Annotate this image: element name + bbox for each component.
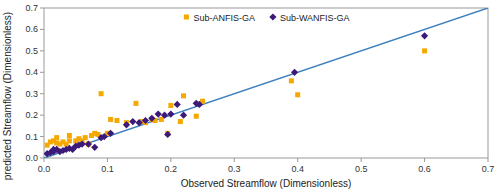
point bbox=[168, 103, 173, 108]
x-tick-label: 0.6 bbox=[418, 164, 431, 174]
point bbox=[289, 78, 294, 83]
point bbox=[108, 117, 113, 122]
plot-frame bbox=[44, 8, 488, 158]
x-tick-label: 0.3 bbox=[228, 164, 241, 174]
y-tick bbox=[40, 72, 44, 73]
y-tick-label: 0.6 bbox=[25, 24, 38, 34]
point bbox=[422, 48, 427, 53]
x-tick-label: 0.0 bbox=[38, 164, 51, 174]
y-tick bbox=[40, 50, 44, 51]
point bbox=[136, 119, 143, 126]
x-tick-label: 0.1 bbox=[101, 164, 114, 174]
y-axis-label: predicted Streamflow (Dimensionless) bbox=[2, 12, 13, 180]
x-tick bbox=[424, 158, 425, 162]
point bbox=[295, 92, 300, 97]
y-tick-label: 0.5 bbox=[25, 46, 38, 56]
point bbox=[161, 112, 168, 119]
series-points bbox=[45, 48, 427, 147]
chart: 0.0 0.1 0.2 0.3 0.4 0.5 0.6 0.7 0.0 0.1 0.2 0.3 0.4 0… bbox=[0, 0, 500, 192]
x-tick bbox=[488, 158, 489, 162]
plot-area bbox=[44, 8, 488, 158]
point bbox=[91, 144, 98, 151]
legend-label: Sub-ANFIS-GA bbox=[193, 13, 255, 23]
point bbox=[421, 32, 428, 39]
y-tick bbox=[40, 136, 44, 137]
point bbox=[148, 115, 155, 122]
point bbox=[194, 114, 199, 119]
legend-label: Sub-WANFIS-GA bbox=[280, 13, 350, 23]
x-tick bbox=[107, 158, 108, 162]
y-tick-label: 0.2 bbox=[25, 110, 38, 120]
point bbox=[99, 91, 104, 96]
point bbox=[129, 118, 136, 125]
legend: Sub-ANFIS-GA Sub-WANFIS-GA bbox=[184, 13, 350, 23]
y-tick-label: 0.3 bbox=[25, 89, 38, 99]
point bbox=[167, 110, 174, 117]
point bbox=[159, 117, 164, 122]
point bbox=[78, 140, 85, 147]
y-tick-label: 0.7 bbox=[25, 3, 38, 13]
point bbox=[54, 135, 59, 140]
point bbox=[196, 101, 203, 108]
x-tick bbox=[170, 158, 171, 162]
point bbox=[174, 101, 181, 108]
point bbox=[142, 117, 149, 124]
x-tick bbox=[234, 158, 235, 162]
x-tick bbox=[361, 158, 362, 162]
y-tick bbox=[40, 115, 44, 116]
y-tick bbox=[40, 158, 44, 159]
y-tick bbox=[40, 29, 44, 30]
legend-marker bbox=[269, 13, 276, 20]
point bbox=[101, 133, 108, 140]
x-tick-label: 0.4 bbox=[291, 164, 304, 174]
y-tick-label: 0.0 bbox=[25, 153, 38, 163]
x-tick bbox=[44, 158, 45, 162]
y-tick bbox=[40, 8, 44, 9]
y-tick-label: 0.4 bbox=[25, 67, 38, 77]
point bbox=[164, 131, 171, 138]
point bbox=[83, 135, 88, 140]
point bbox=[291, 69, 298, 76]
x-axis-label: Observed Streamflow (Dimensionless) bbox=[181, 178, 352, 189]
point bbox=[181, 93, 186, 98]
legend-marker bbox=[184, 15, 189, 20]
point bbox=[123, 121, 130, 128]
series-points bbox=[44, 32, 428, 157]
point bbox=[155, 110, 162, 117]
point bbox=[67, 133, 72, 138]
point bbox=[85, 140, 92, 147]
x-tick-label: 0.2 bbox=[165, 164, 178, 174]
point bbox=[133, 101, 138, 106]
point bbox=[67, 138, 72, 143]
point bbox=[114, 118, 119, 123]
x-tick bbox=[297, 158, 298, 162]
y-tick bbox=[40, 93, 44, 94]
point bbox=[107, 130, 114, 137]
x-tick-label: 0.5 bbox=[355, 164, 368, 174]
point bbox=[178, 119, 183, 124]
y-tick-label: 0.1 bbox=[25, 132, 38, 142]
point bbox=[180, 112, 187, 119]
reference-line bbox=[44, 8, 488, 158]
x-tick-label: 0.7 bbox=[482, 164, 495, 174]
